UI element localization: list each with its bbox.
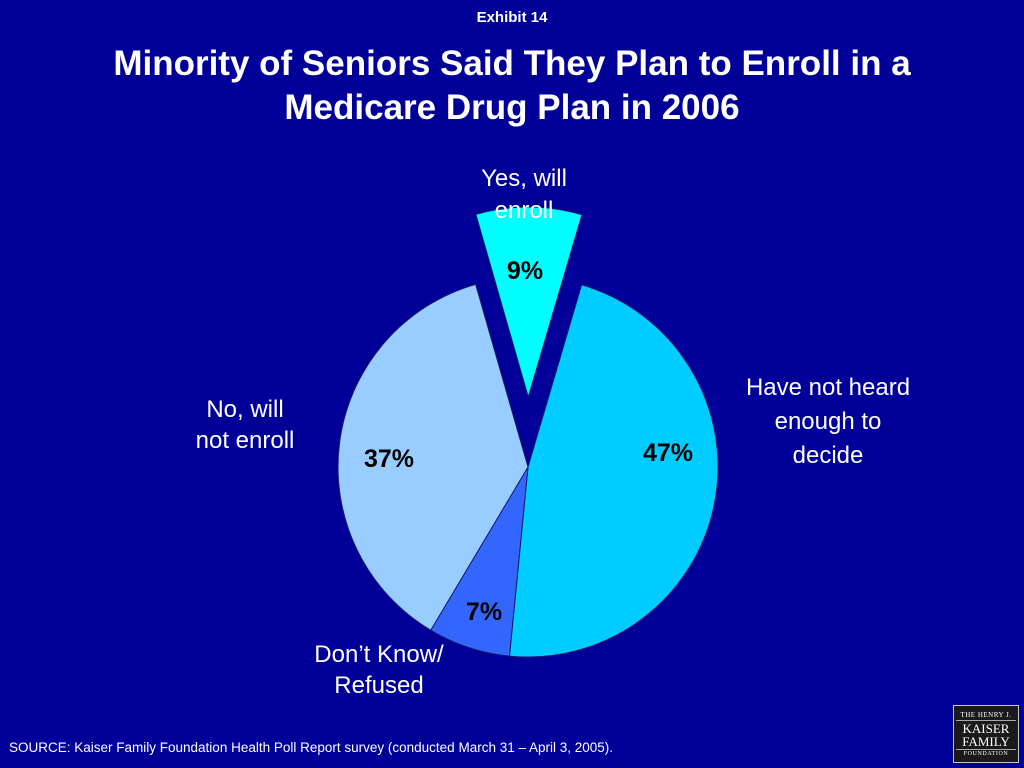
chart-title: Minority of Seniors Said They Plan to En… <box>20 42 1004 130</box>
kaiser-family-foundation-logo: THE HENRY J. KAISER FAMILY FOUNDATION <box>953 705 1019 763</box>
pie-chart: 9% 47% 7% 37% Yes, will enroll Have not heard e… <box>196 165 910 699</box>
pie-slice <box>337 283 529 631</box>
pie-slice <box>508 284 719 658</box>
chart-title-line-2: Medicare Drug Plan in 2006 <box>284 88 740 128</box>
slice-value-label: 37% <box>364 445 414 473</box>
chart-title-line-1: Minority of Seniors Said They Plan to En… <box>113 44 911 83</box>
slice-category-label: Have not heard enough to decide <box>746 374 910 469</box>
source-note: SOURCE: Kaiser Family Foundation Health … <box>9 740 614 755</box>
slice-value-label: 9% <box>507 257 543 285</box>
pie-slice <box>475 206 583 399</box>
slice-value-label: 7% <box>466 598 502 626</box>
slice-value-label: 47% <box>643 439 693 467</box>
slice-category-label: Don’t Know/Refused <box>314 641 444 699</box>
slice-category-label: No, will not enroll <box>196 396 295 454</box>
slice-category-label: Yes, will enroll <box>481 165 567 224</box>
exhibit-label: Exhibit 14 <box>476 9 548 26</box>
